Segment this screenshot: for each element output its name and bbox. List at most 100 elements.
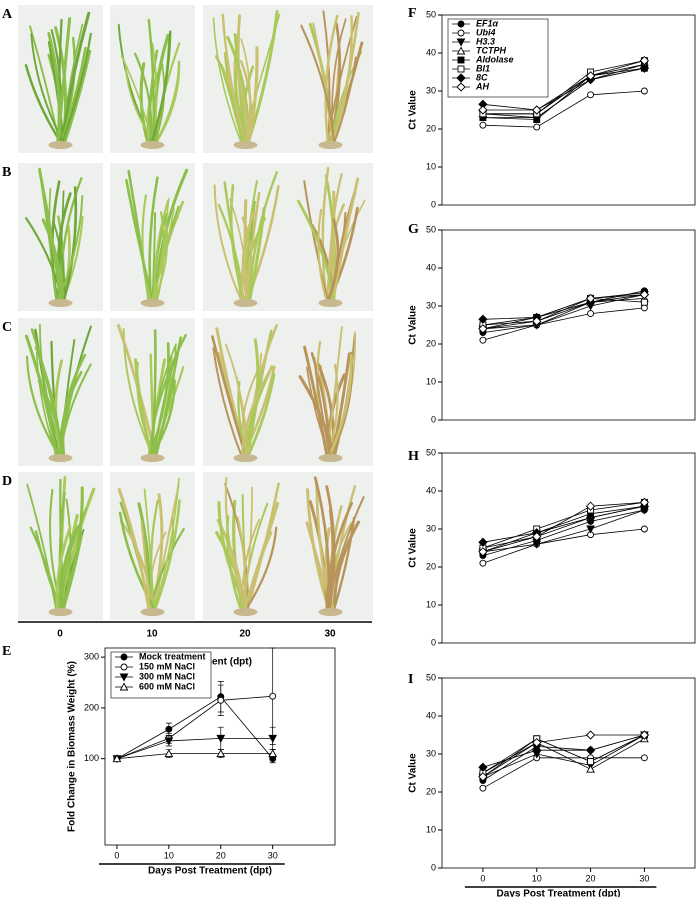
- leaf: [325, 218, 340, 305]
- y-tick-label: 10: [426, 376, 436, 386]
- marker: [164, 737, 174, 746]
- plot-frame: [441, 14, 696, 206]
- y-tick-label: 20: [426, 561, 436, 571]
- x-axis-label: Days Post Treatment (dpt): [497, 889, 621, 897]
- series-line: [482, 734, 645, 768]
- series-line: [482, 294, 645, 330]
- y-tick-label: 0: [431, 862, 436, 872]
- marker: [164, 749, 174, 758]
- y-tick-label: 50: [426, 224, 436, 234]
- plot-frame: [441, 677, 696, 869]
- leaf: [153, 477, 180, 613]
- marker: [533, 123, 541, 131]
- marker: [112, 754, 122, 763]
- series-line: [482, 505, 645, 543]
- y-axis-label: Ct Value: [408, 528, 419, 568]
- y-tick-label: 20: [426, 123, 436, 133]
- panel-letter: F: [408, 6, 417, 21]
- panel-letter: I: [408, 672, 413, 687]
- y-tick-label: 0: [431, 637, 436, 647]
- y-tick-label: 30: [426, 300, 436, 310]
- x-tick-label: 10: [164, 850, 174, 860]
- leaf: [134, 52, 153, 147]
- leaf: [56, 190, 65, 304]
- leaf: [48, 187, 59, 304]
- leaf: [212, 347, 244, 459]
- panel-letter: H: [408, 449, 419, 464]
- leaf: [331, 177, 360, 305]
- y-tick-label: 20: [426, 338, 436, 348]
- series-line: [482, 734, 645, 778]
- plant-base: [140, 454, 165, 462]
- series-line: [482, 734, 645, 774]
- marker: [478, 772, 488, 782]
- series-line: [482, 509, 645, 553]
- series-line: [482, 505, 645, 549]
- leaf: [242, 501, 280, 614]
- leaf: [147, 18, 155, 147]
- marker: [479, 121, 487, 129]
- marker: [479, 559, 487, 567]
- legend-label: TCTPH: [476, 45, 506, 55]
- marker: [639, 289, 650, 300]
- marker: [478, 537, 488, 547]
- series-line: [482, 502, 645, 553]
- series-line: [482, 297, 645, 326]
- legend-marker: [119, 682, 129, 691]
- marker: [585, 745, 596, 755]
- y-tick-label: 50: [426, 672, 436, 682]
- leaf: [226, 515, 244, 614]
- leaf: [331, 15, 353, 147]
- series-line: [482, 734, 645, 778]
- marker: [585, 501, 596, 511]
- y-tick-label: 0: [431, 414, 436, 424]
- leaf: [248, 171, 278, 305]
- leaf: [58, 486, 84, 614]
- series-line: [116, 737, 273, 760]
- series-line: [116, 753, 273, 760]
- plant-base: [140, 608, 165, 616]
- leaf: [152, 225, 169, 304]
- plant-base: [233, 299, 258, 307]
- leaf: [229, 198, 249, 304]
- marker: [269, 692, 277, 700]
- y-tick-label: 0: [431, 199, 436, 209]
- leaf: [303, 180, 330, 304]
- marker: [587, 758, 595, 766]
- leaf: [303, 345, 329, 460]
- leaf: [118, 511, 158, 614]
- legend-box: [447, 18, 549, 98]
- marker: [585, 730, 596, 740]
- plant-base: [318, 299, 343, 307]
- leaf: [58, 491, 66, 614]
- panel-letter: C: [2, 320, 12, 335]
- marker: [478, 105, 488, 115]
- y-tick-label: 40: [426, 485, 436, 495]
- marker: [640, 754, 648, 762]
- leaf: [233, 61, 251, 147]
- marker: [479, 336, 487, 344]
- marker: [533, 116, 541, 123]
- leaf: [149, 343, 177, 459]
- marker: [639, 55, 650, 66]
- leaf: [152, 61, 166, 146]
- leaf: [243, 192, 261, 305]
- leaf: [246, 46, 259, 147]
- y-tick-label: 50: [426, 447, 436, 457]
- legend-marker: [457, 29, 465, 37]
- series-line: [482, 60, 645, 111]
- leaf: [322, 10, 331, 146]
- y-tick-label: 300: [84, 652, 99, 662]
- y-tick-label: 20: [426, 786, 436, 796]
- x-tick-label: 20: [586, 873, 596, 883]
- leaf: [60, 32, 92, 147]
- leaf: [326, 353, 353, 460]
- y-tick-label: 40: [426, 262, 436, 272]
- leaf: [332, 56, 357, 146]
- legend-marker: [456, 82, 466, 92]
- plant-base: [140, 141, 165, 149]
- marker: [587, 91, 595, 99]
- marker: [532, 531, 542, 542]
- leaf: [58, 371, 79, 460]
- marker: [640, 87, 648, 95]
